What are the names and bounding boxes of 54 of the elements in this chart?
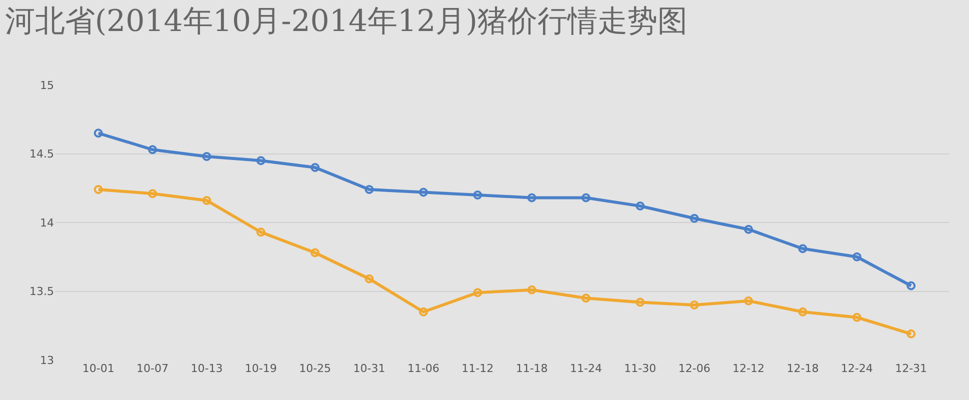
x-tick-label: 12-12 xyxy=(732,362,765,375)
point xyxy=(798,244,808,254)
point xyxy=(852,312,862,322)
x-tick-label: 12-31 xyxy=(895,362,928,375)
point xyxy=(798,307,808,316)
point xyxy=(527,285,536,294)
y-tick-label: 15 xyxy=(40,78,54,92)
y-tick-label: 14 xyxy=(40,216,54,230)
point xyxy=(473,288,482,298)
point xyxy=(202,152,212,161)
point xyxy=(852,252,862,262)
x-tick-label: 11-30 xyxy=(624,362,656,375)
x-tick-label: 12-18 xyxy=(786,362,819,375)
point xyxy=(256,228,266,237)
x-tick-label: 12-06 xyxy=(678,362,710,375)
x-tick-label: 11-18 xyxy=(516,362,548,375)
x-tick-label: 10-13 xyxy=(190,362,223,375)
point xyxy=(94,128,103,138)
x-tick-label: 10-31 xyxy=(353,362,386,375)
point xyxy=(744,296,754,306)
y-tick-label: 13 xyxy=(40,354,54,367)
point xyxy=(636,202,645,210)
y-tick-label: 13.5 xyxy=(30,285,54,298)
point xyxy=(636,298,645,307)
point xyxy=(364,185,374,194)
point xyxy=(418,188,428,197)
x-tick-label: 10-19 xyxy=(244,362,277,375)
point xyxy=(581,294,590,303)
point xyxy=(94,185,103,194)
point xyxy=(310,163,320,172)
point xyxy=(473,190,482,200)
point xyxy=(148,145,158,154)
x-tick-label: 10-07 xyxy=(136,362,169,375)
point xyxy=(256,156,266,166)
y-tick-label: 14.5 xyxy=(30,148,54,161)
x-tick-label: 11-06 xyxy=(407,362,440,375)
point xyxy=(202,196,212,205)
point xyxy=(364,274,374,284)
point xyxy=(148,189,158,198)
chart-title: 河北省(2014年10月-2014年12月)猪价行情走势图 xyxy=(4,4,688,39)
point xyxy=(310,248,320,258)
x-tick-label: 11-12 xyxy=(462,362,494,375)
point xyxy=(690,300,699,310)
point xyxy=(906,329,916,338)
point xyxy=(418,307,428,316)
point xyxy=(744,224,754,234)
x-tick-label: 10-01 xyxy=(82,362,114,375)
x-tick-label: 11-24 xyxy=(570,362,602,375)
point xyxy=(906,281,916,290)
x-tick-label: 10-25 xyxy=(299,362,332,375)
point xyxy=(690,214,699,223)
point xyxy=(581,193,590,202)
point xyxy=(527,193,536,202)
x-tick-label: 12-24 xyxy=(840,362,873,375)
